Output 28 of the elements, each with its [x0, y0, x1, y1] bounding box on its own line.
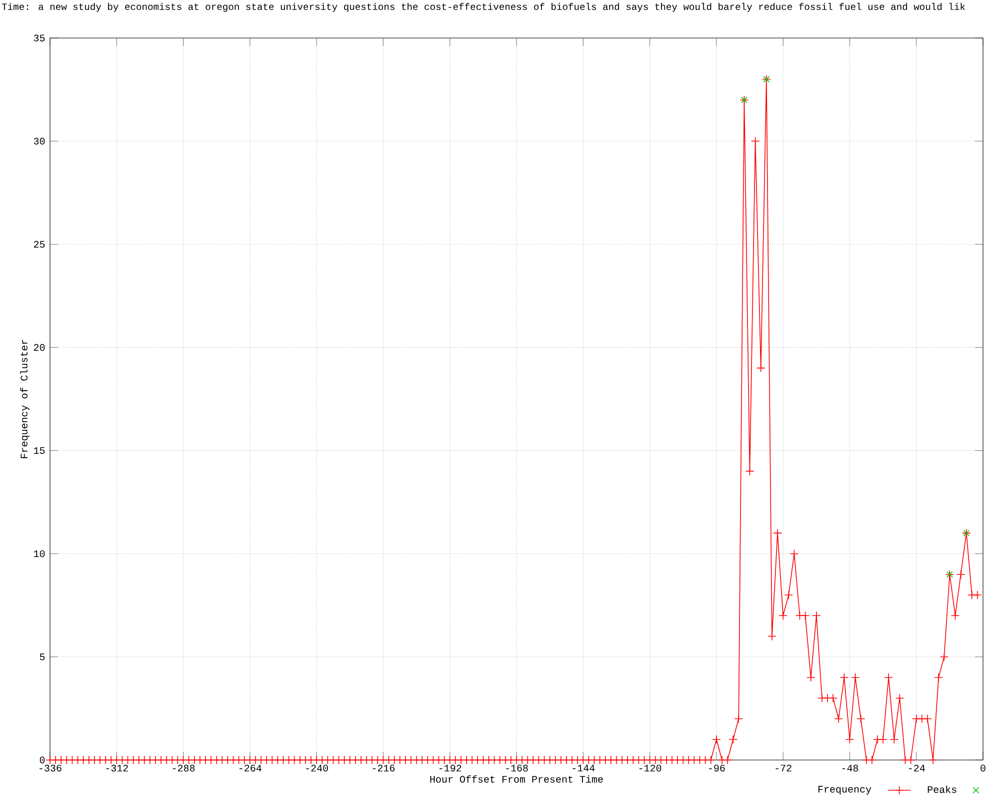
- x-tick-label: -48: [842, 764, 858, 772]
- y-tick-label: 25: [34, 240, 45, 248]
- x-tick-label: -24: [909, 764, 925, 772]
- legend-label: Peaks: [928, 786, 956, 793]
- y-tick-label: 0: [40, 756, 45, 764]
- y-tick-label: 30: [34, 138, 45, 145]
- x-tick-label: -288: [172, 764, 195, 772]
- x-tick-label: -120: [639, 764, 662, 772]
- x-tick-label: -216: [372, 764, 395, 772]
- y-tick-label: 5: [40, 654, 45, 660]
- x-tick-label: -168: [506, 764, 528, 772]
- y-tick-label: 15: [34, 447, 45, 454]
- x-tick-label: -72: [776, 764, 792, 772]
- x-tick-label: -192: [439, 764, 462, 772]
- x-axis-title: Hour Offset From Present Time: [430, 775, 603, 783]
- x-tick-label: -240: [306, 764, 328, 772]
- x-tick-label: -312: [106, 764, 128, 772]
- y-tick-label: 35: [34, 34, 45, 42]
- x-tick-label: -336: [40, 764, 62, 772]
- y-tick-label: 20: [34, 344, 45, 351]
- chart-title: Time: a new study by economists at oregon state university questions the cost-effectiveness of biofuels and says they would barely reduce fossil fuel use and would lik: [2, 2, 965, 12]
- y-axis-title: Frequency of Cluster: [20, 340, 30, 458]
- x-tick-label: -96: [709, 764, 725, 772]
- legend-label: Frequency: [818, 786, 872, 795]
- x-tick-label: -264: [240, 764, 262, 772]
- x-tick-label: -144: [572, 764, 595, 772]
- y-tick-label: 10: [34, 550, 45, 558]
- x-tick-label: 0: [980, 764, 986, 772]
